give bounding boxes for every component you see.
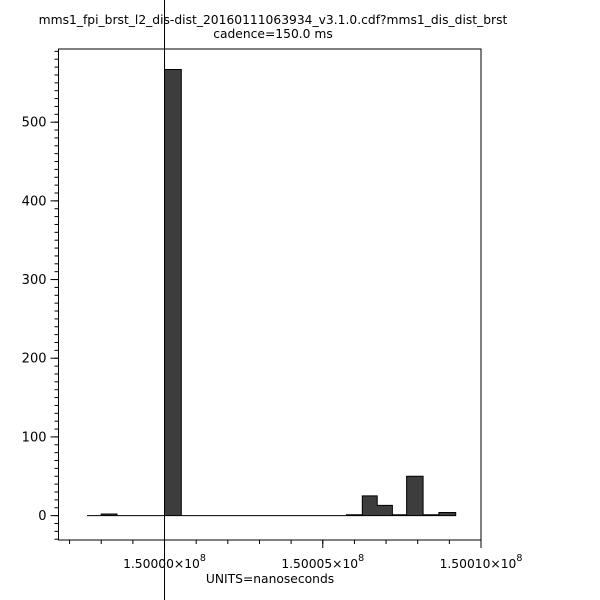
y-tick-label: 100: [22, 430, 47, 445]
y-tick-label: 0: [38, 509, 46, 524]
y-tick-label: 400: [22, 194, 47, 209]
x-tick-label: 1.50005×108: [281, 553, 364, 571]
x-tick-label: 1.50000×108: [123, 553, 206, 571]
chart-title-line1: mms1_fpi_brst_l2_dis-dist_20160111063934…: [39, 13, 508, 27]
chart-title-line2: cadence=150.0 ms: [213, 27, 333, 41]
histogram-series-layer: [87, 69, 457, 517]
plot-frame-layer: [58, 48, 482, 541]
tick-label-layer: 1.50000×108 1.50005×108 1.50010×108 0 100 200…: [22, 116, 523, 571]
plot-frame: [58, 48, 482, 541]
x-tick-label: 1.50010×108: [440, 553, 523, 571]
y-tick-label: 300: [22, 273, 47, 288]
y-tick-label: 200: [22, 352, 47, 367]
y-tick-label: 500: [22, 116, 47, 131]
x-axis-unit-label: UNITS=nanoseconds: [206, 572, 334, 586]
histogram-series: [87, 69, 457, 517]
tick-layer: [50, 50, 482, 548]
plot-area[interactable]: [59, 49, 482, 540]
